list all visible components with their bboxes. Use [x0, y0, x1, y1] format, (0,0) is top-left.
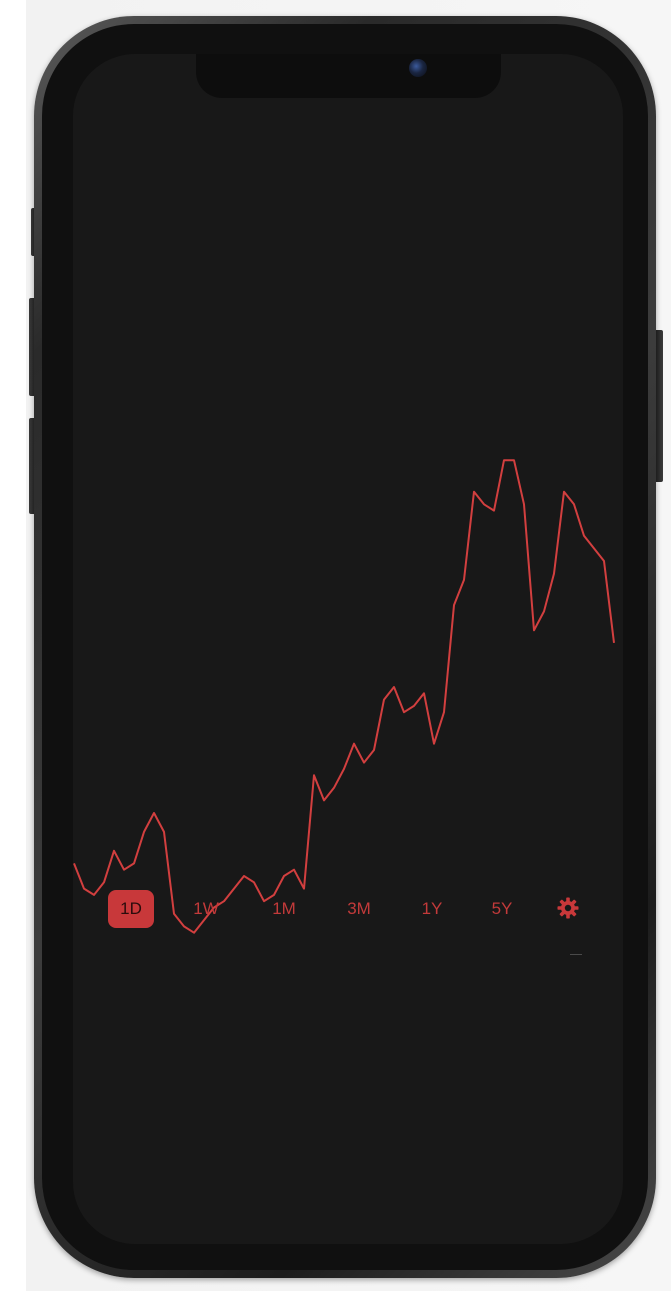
chart-plot-area — [73, 459, 615, 934]
time-range-selector: 1D 1W 1M 3M 1Y 5Y — [106, 890, 586, 930]
series-line — [73, 459, 615, 934]
notch — [196, 54, 501, 98]
gear-icon[interactable] — [556, 896, 580, 920]
range-tab-1d[interactable]: 1D — [108, 890, 154, 928]
front-camera-icon — [409, 59, 427, 77]
power-button — [654, 330, 663, 482]
phone-screen — [73, 54, 623, 1244]
range-tab-5y[interactable]: 5Y — [491, 899, 513, 918]
range-tab-3m[interactable]: 3M — [347, 899, 371, 918]
range-tab-1w[interactable]: 1W — [193, 899, 219, 918]
range-tab-1m[interactable]: 1M — [272, 899, 296, 918]
scroll-indicator — [570, 954, 582, 955]
range-tab-1y[interactable]: 1Y — [421, 899, 443, 918]
